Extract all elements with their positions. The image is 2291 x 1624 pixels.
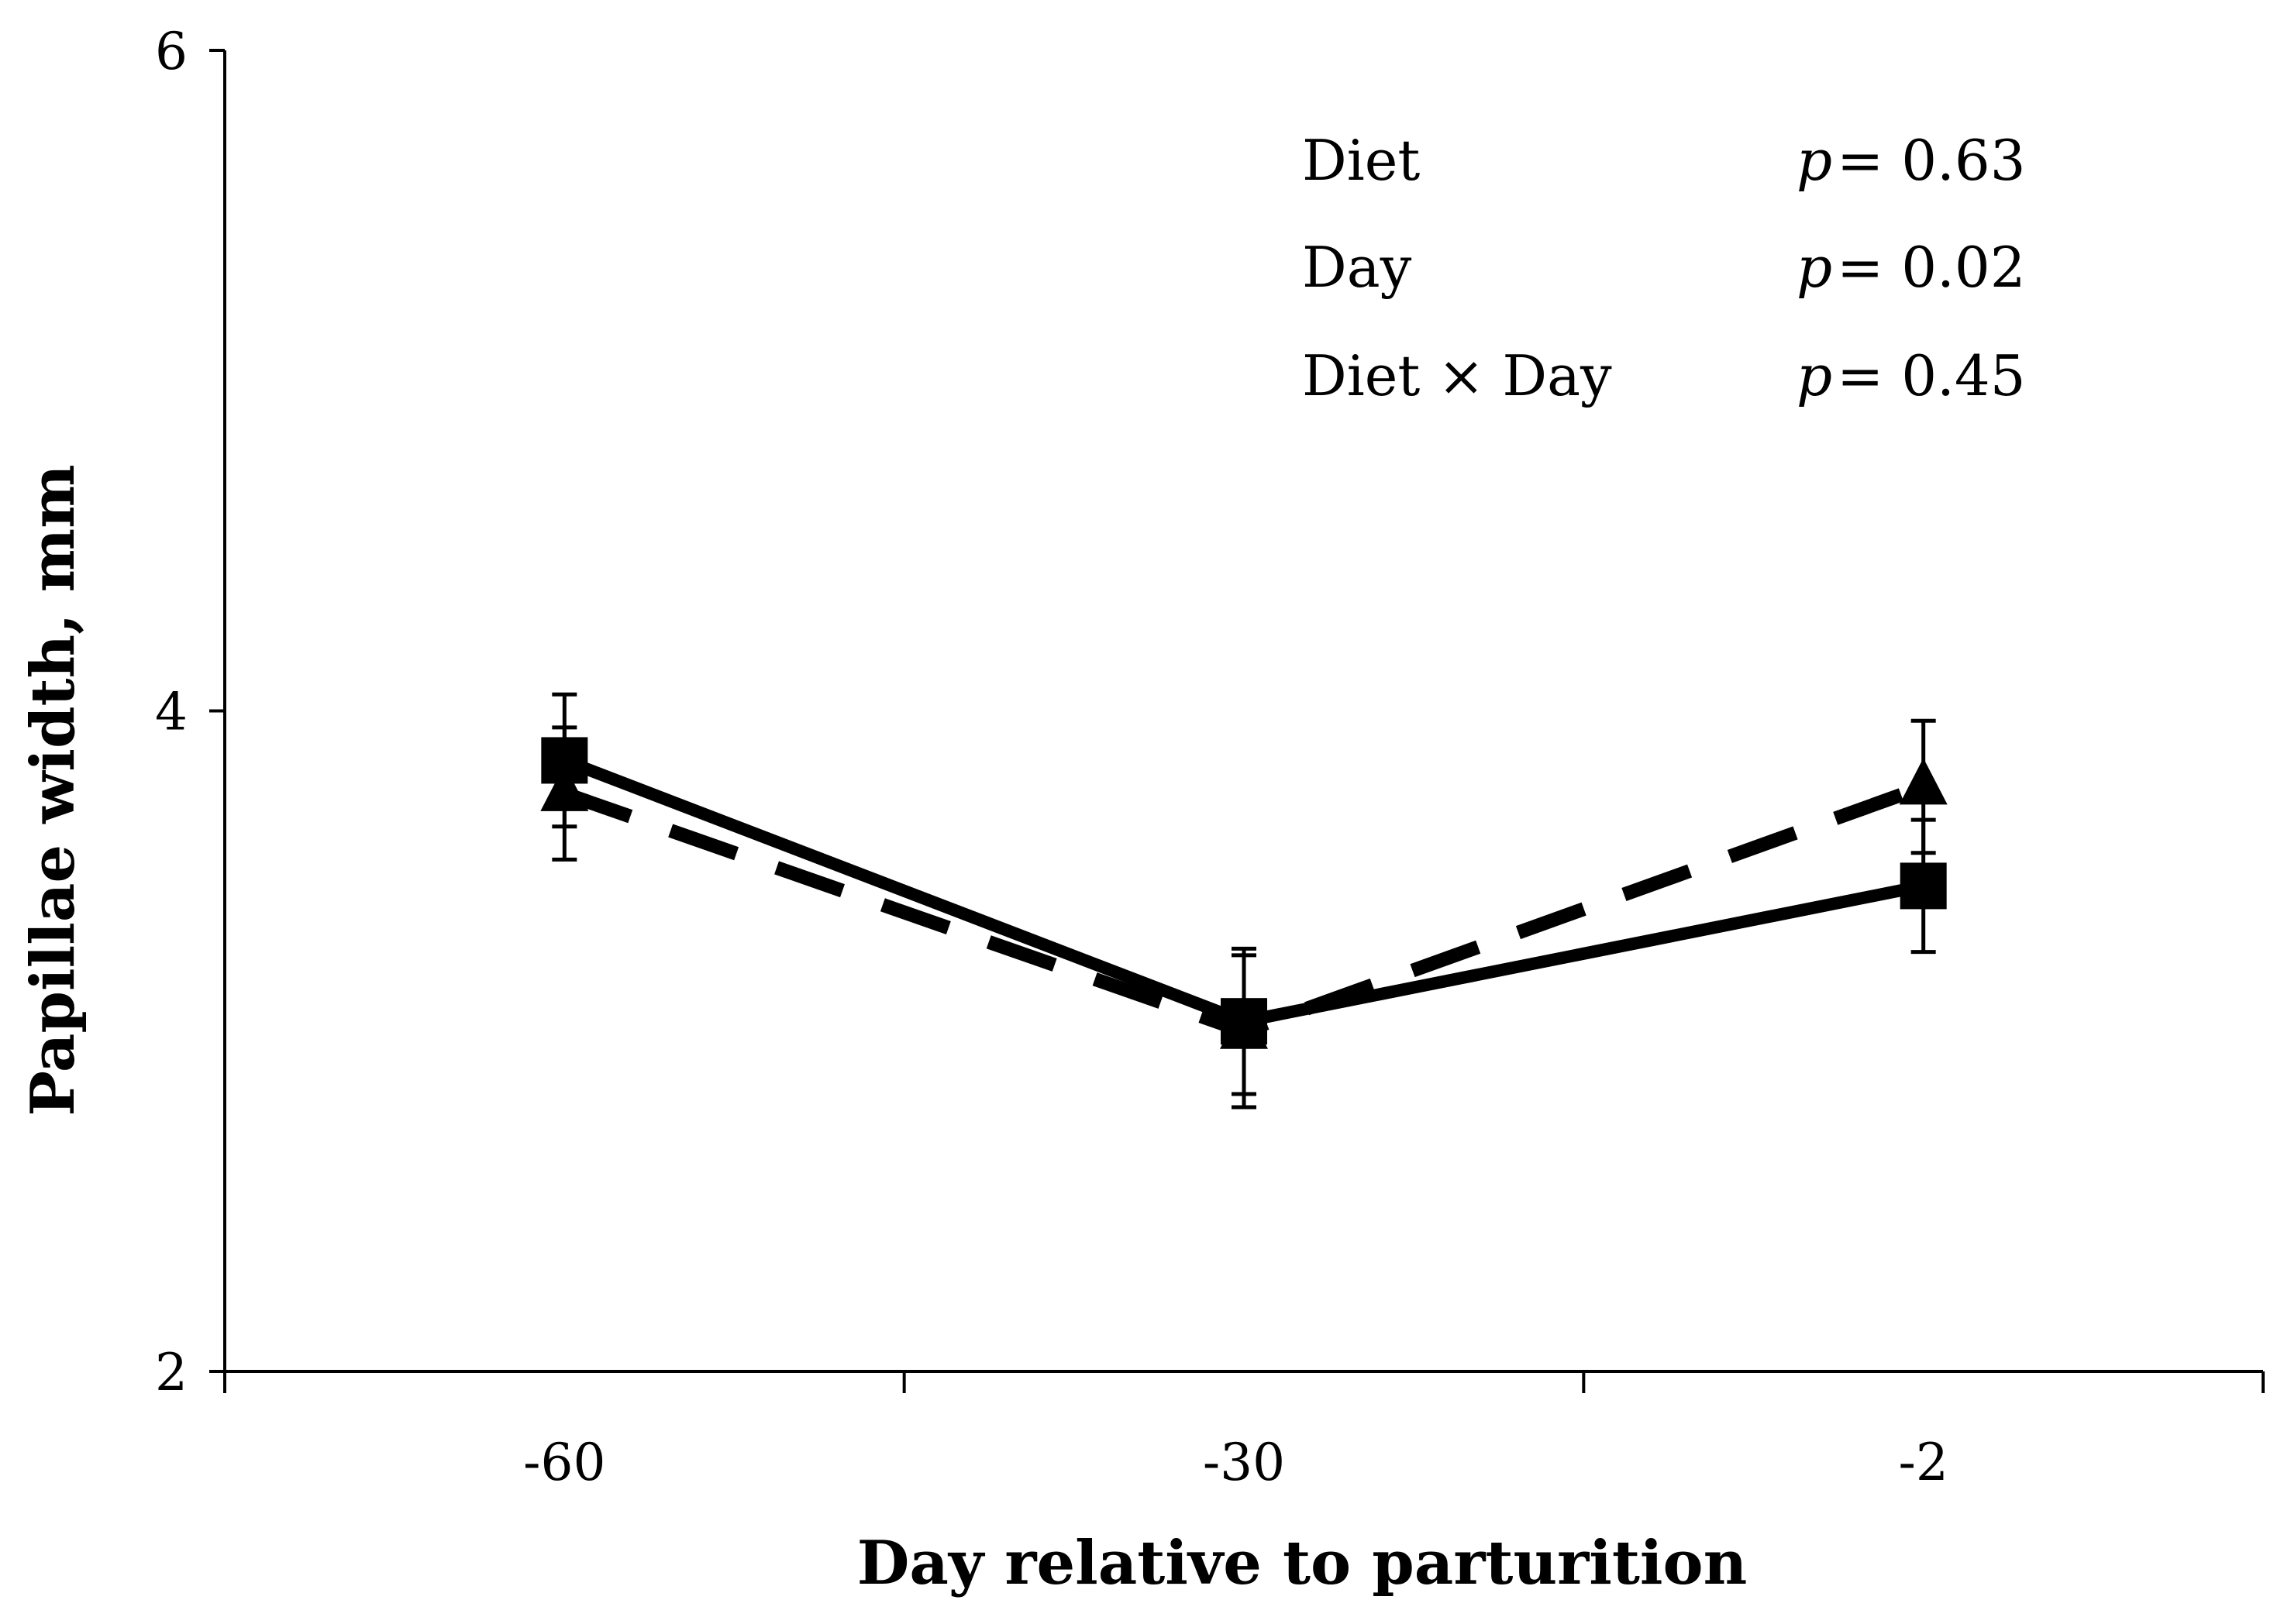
stat-p-value: = 0.02 xyxy=(1837,235,2026,300)
series-square-solid xyxy=(541,692,1947,1096)
stat-p-value: = 0.45 xyxy=(1837,343,2026,408)
data-point-square xyxy=(1900,862,1947,910)
stat-label: Day xyxy=(1302,235,1412,300)
stat-p-symbol: p xyxy=(1797,128,1832,193)
y-tick-label: 2 xyxy=(155,1343,188,1402)
y-tick-label: 6 xyxy=(155,22,188,81)
x-axis-title: Day relative to parturition xyxy=(857,1528,1748,1598)
y-tick-label: 4 xyxy=(155,683,188,742)
stat-p-symbol: p xyxy=(1797,343,1832,408)
data-point-triangle xyxy=(1899,758,1948,805)
data-point-square xyxy=(541,737,588,784)
stat-label: Diet xyxy=(1302,128,1420,193)
stat-label: Diet × Day xyxy=(1302,343,1612,408)
stat-p-value: = 0.63 xyxy=(1837,128,2026,193)
data-point-square xyxy=(1221,998,1267,1045)
series-layer xyxy=(540,692,1948,1110)
x-tick-label: -30 xyxy=(1203,1433,1285,1492)
axes: 2 4 6 -60 -30 -2 xyxy=(155,22,2265,1492)
x-tick-label: -2 xyxy=(1899,1433,1948,1492)
x-tick-label: -60 xyxy=(523,1433,605,1492)
stat-p-symbol: p xyxy=(1797,235,1832,300)
y-axis-title: Papillae width, mm xyxy=(18,464,88,1116)
